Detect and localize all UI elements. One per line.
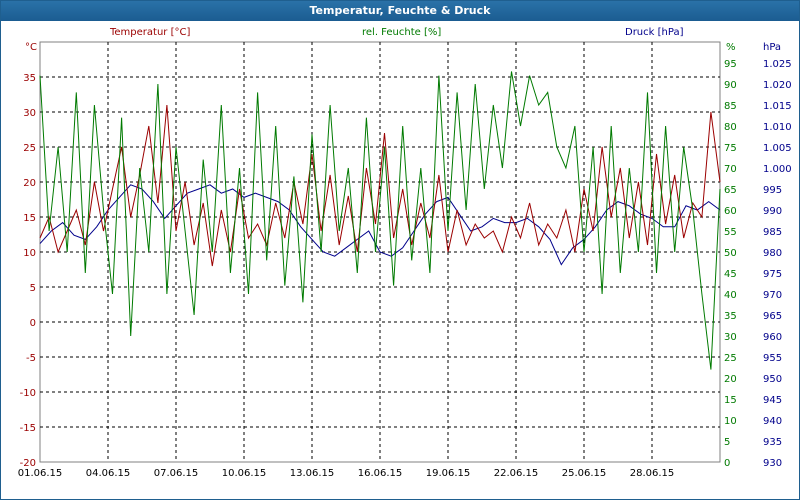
legend-humidity: rel. Feuchte [%] <box>362 27 441 38</box>
date-tick-label: 25.06.15 <box>562 468 607 479</box>
temp-tick-label: -20 <box>20 458 36 469</box>
temp-tick-label: 35 <box>23 73 36 84</box>
humidity-tick-label: 45 <box>724 269 737 280</box>
date-tick-label: 07.06.15 <box>154 468 199 479</box>
pressure-tick-label: 980 <box>763 248 782 259</box>
temp-tick-label: 20 <box>23 178 36 189</box>
pressure-tick-label: 1.005 <box>763 143 792 154</box>
humidity-tick-label: 75 <box>724 143 737 154</box>
pressure-unit-label: hPa <box>763 42 781 53</box>
pressure-tick-label: 960 <box>763 332 782 343</box>
humidity-tick-label: 55 <box>724 227 737 238</box>
humidity-tick-label: 5 <box>724 437 730 448</box>
humidity-tick-label: 30 <box>724 332 737 343</box>
legend-temperature: Temperatur [°C] <box>109 27 190 38</box>
temp-tick-label: -15 <box>20 423 36 434</box>
humidity-tick-label: 60 <box>724 206 737 217</box>
pressure-tick-label: 955 <box>763 353 782 364</box>
series-humidity-line <box>39 71 721 370</box>
date-tick-label: 19.06.15 <box>426 468 471 479</box>
humidity-tick-label: 95 <box>724 59 737 70</box>
temp-tick-label: -5 <box>26 353 36 364</box>
humidity-tick-label: 80 <box>724 122 737 133</box>
window-title: Temperatur, Feuchte & Druck <box>1 1 799 21</box>
date-axis: 01.06.15 04.06.15 07.06.15 10.06.15 13.06.15… <box>18 468 675 479</box>
humidity-tick-label: 10 <box>724 416 737 427</box>
date-tick-label: 16.06.15 <box>358 468 403 479</box>
date-tick-label: 28.06.15 <box>630 468 675 479</box>
pressure-tick-label: 1.010 <box>763 122 792 133</box>
temp-tick-label: 5 <box>30 283 36 294</box>
temperature-axis: -20 -15 -10 -5 0 5 10 15 20 25 30 35 <box>20 73 36 469</box>
humidity-tick-label: 90 <box>724 80 737 91</box>
pressure-tick-label: 990 <box>763 206 782 217</box>
humidity-tick-label: 15 <box>724 395 737 406</box>
humidity-tick-label: 50 <box>724 248 737 259</box>
pressure-tick-label: 940 <box>763 416 782 427</box>
pressure-tick-label: 1.020 <box>763 80 792 91</box>
temp-tick-label: 0 <box>30 318 36 329</box>
grid <box>40 42 720 462</box>
humidity-tick-label: 40 <box>724 290 737 301</box>
pressure-tick-label: 995 <box>763 185 782 196</box>
temp-tick-label: 25 <box>23 143 36 154</box>
date-tick-label: 13.06.15 <box>290 468 335 479</box>
temp-tick-label: 15 <box>23 213 36 224</box>
date-tick-label: 01.06.15 <box>18 468 63 479</box>
humidity-tick-label: 70 <box>724 164 737 175</box>
date-tick-label: 10.06.15 <box>222 468 267 479</box>
pressure-tick-label: 970 <box>763 290 782 301</box>
pressure-tick-label: 975 <box>763 269 782 280</box>
humidity-tick-label: 20 <box>724 374 737 385</box>
temp-tick-label: -10 <box>20 388 36 399</box>
pressure-tick-label: 945 <box>763 395 782 406</box>
pressure-tick-label: 935 <box>763 437 782 448</box>
humidity-tick-label: 35 <box>724 311 737 322</box>
date-tick-label: 22.06.15 <box>494 468 539 479</box>
pressure-axis: 930 935 940 945 950 955 960 965 970 975 980 985 990 9… <box>763 59 792 469</box>
humidity-tick-label: 0 <box>724 458 730 469</box>
pressure-tick-label: 1.015 <box>763 101 792 112</box>
pressure-tick-label: 965 <box>763 311 782 322</box>
pressure-tick-label: 1.025 <box>763 59 792 70</box>
date-tick-label: 04.06.15 <box>86 468 131 479</box>
humidity-tick-label: 65 <box>724 185 737 196</box>
pressure-tick-label: 950 <box>763 374 782 385</box>
pressure-tick-label: 930 <box>763 458 782 469</box>
humidity-unit-label: % <box>726 42 736 53</box>
humidity-tick-label: 85 <box>724 101 737 112</box>
humidity-axis: 0 5 10 15 20 25 30 35 40 45 50 55 60 65 70 75 80 85 90 95 <box>724 59 737 469</box>
temp-tick-label: 30 <box>23 108 36 119</box>
humidity-tick-label: 25 <box>724 353 737 364</box>
temp-unit-label: °C <box>25 42 37 53</box>
series-lines <box>39 71 721 370</box>
pressure-tick-label: 1.000 <box>763 164 792 175</box>
pressure-tick-label: 985 <box>763 227 782 238</box>
legend-pressure: Druck [hPa] <box>625 27 684 38</box>
temp-tick-label: 10 <box>23 248 36 259</box>
